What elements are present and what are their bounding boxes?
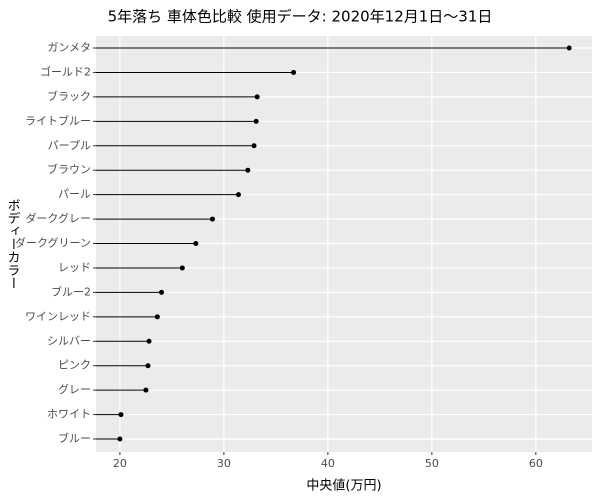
dot xyxy=(253,118,259,124)
y-tick-label: ブラウン xyxy=(47,162,91,176)
x-axis-title: 中央値(万円) xyxy=(306,478,381,494)
y-tick-label: ワインレッド xyxy=(25,310,91,323)
dot xyxy=(291,69,297,75)
y-tick-label: ブラック xyxy=(47,89,91,103)
dot xyxy=(143,387,149,393)
dot xyxy=(566,45,572,51)
y-tick-label: レッド xyxy=(58,261,91,274)
dot xyxy=(118,412,124,418)
chart-title: 5年落ち 車体色比較 使用データ: 2020年12月1日～31日 xyxy=(108,8,493,26)
y-tick-label: ブルー2 xyxy=(51,284,91,298)
y-tick-label: パープル xyxy=(48,139,91,152)
dot xyxy=(254,94,260,100)
y-tick-label: ホワイト xyxy=(47,408,91,421)
x-tick-label: 30 xyxy=(217,457,231,470)
dot xyxy=(145,363,151,369)
y-tick-label: ダークグレー xyxy=(25,211,91,225)
dot xyxy=(179,265,185,271)
y-tick-label: シルバー xyxy=(47,334,91,347)
dot xyxy=(245,167,251,173)
y-tick-label: ブルー xyxy=(58,431,91,445)
dot xyxy=(117,436,123,442)
y-tick-label: ゴールド2 xyxy=(40,64,91,78)
x-tick-label: 50 xyxy=(425,457,439,470)
y-tick-label: グレー xyxy=(58,382,91,396)
dot xyxy=(146,338,152,344)
y-tick-label: ガンメタ xyxy=(47,41,91,54)
dot xyxy=(209,216,215,222)
y-tick-label: パール xyxy=(58,188,91,201)
x-tick-label: 60 xyxy=(529,457,543,470)
y-axis-title: ボディーカラー xyxy=(5,199,20,290)
dot xyxy=(159,289,165,295)
dot xyxy=(235,192,241,198)
dot xyxy=(251,143,257,149)
x-tick-label: 20 xyxy=(113,457,127,470)
y-tick-label: ピンク xyxy=(58,359,91,372)
dot xyxy=(154,314,160,320)
dot xyxy=(193,241,199,246)
x-tick-label: 40 xyxy=(321,457,335,470)
y-tick-label: ライトブルー xyxy=(25,113,91,127)
y-tick-label: ダークグリーン xyxy=(15,236,91,250)
